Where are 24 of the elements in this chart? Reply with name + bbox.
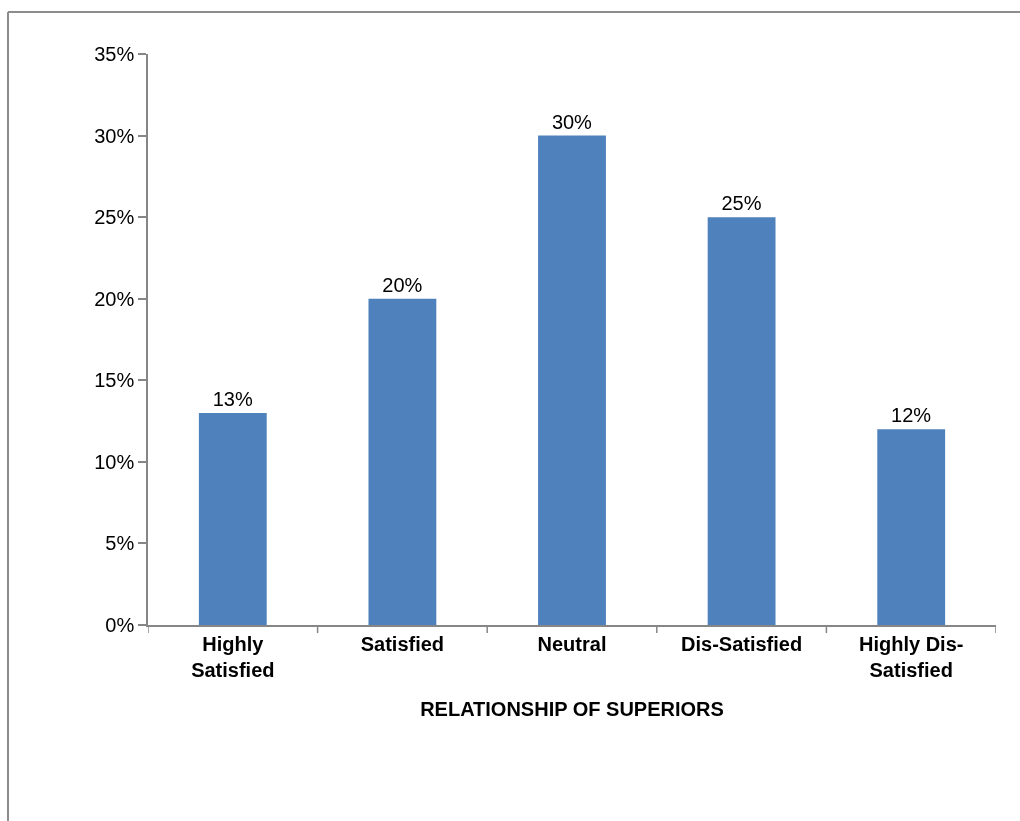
y-tick-label: 35%	[94, 43, 135, 65]
bar	[368, 298, 437, 625]
y-tick-label: 5%	[105, 532, 135, 555]
y-tick-label: 10%	[94, 450, 135, 473]
data-label: 25%	[721, 192, 762, 215]
data-label: 13%	[212, 387, 253, 410]
bar	[707, 217, 776, 625]
bar	[538, 135, 606, 625]
bar	[877, 429, 946, 625]
data-label: 30%	[551, 110, 593, 133]
y-tick-label: 15%	[94, 369, 135, 392]
x-axis-title: RELATIONSHIP OF SUPERIORS	[420, 697, 724, 720]
x-tick-label: Satisfied	[360, 632, 445, 655]
x-tick-label: Dis-Satisfied	[681, 632, 803, 655]
y-tick-label: 20%	[94, 287, 135, 310]
bar	[198, 412, 267, 625]
y-tick-label: 30%	[94, 124, 135, 147]
y-tick-label: 0%	[105, 614, 135, 636]
x-tick-label: Highly Dis-Satisfied	[858, 632, 964, 681]
x-tick-label: Neutral	[537, 632, 607, 655]
data-label: 20%	[382, 273, 423, 296]
y-tick-label: 25%	[94, 206, 135, 229]
data-label: 12%	[891, 404, 932, 427]
x-tick-label: Highly Satisfied	[191, 632, 275, 681]
